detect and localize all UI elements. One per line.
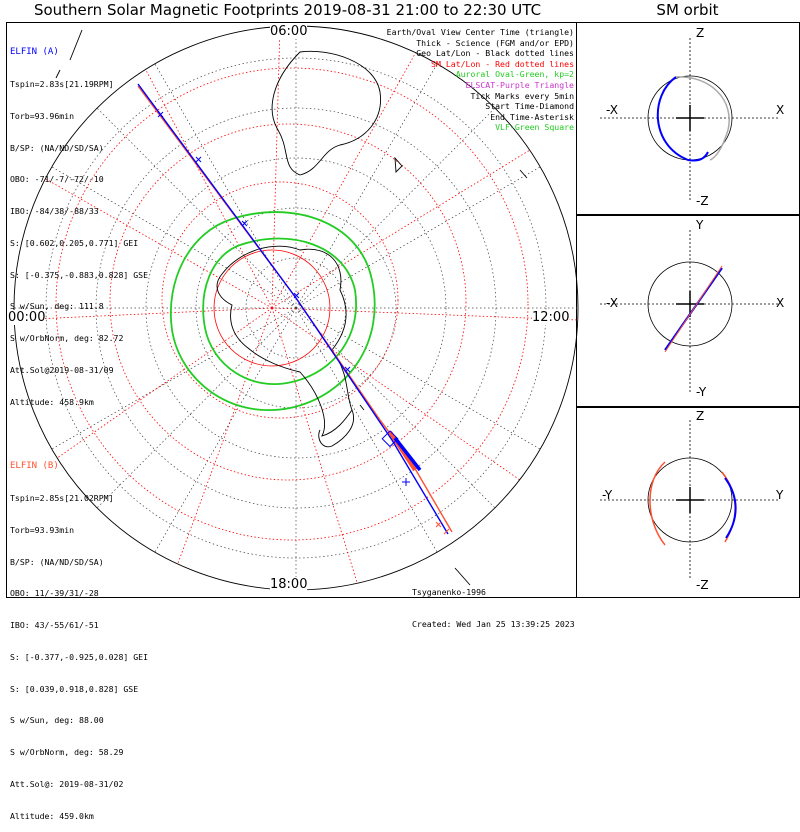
elfin-a-line: Altitude: 458.9km [10, 396, 94, 407]
orbit-yz-bottom: -Z [696, 578, 709, 592]
credit-created: Created: Wed Jan 25 13:39:25 2023 [412, 618, 575, 629]
orbit-axes-xz [600, 38, 780, 200]
orbit-yz-track [649, 461, 736, 546]
elfin-a-name: ELFIN (A) [10, 47, 59, 58]
track-ticks [157, 111, 410, 486]
elfin-b-line: S w/Sun, deg: 88.00 [10, 715, 104, 726]
orbit-xy-left: -X [606, 296, 618, 310]
elfin-b-line: B/SP: (NA/ND/SD/SA) [10, 556, 104, 567]
elfin-a-line: S: [-0.375,-0.883,0.828] GSE [10, 269, 149, 280]
elfin-b-line: Altitude: 459.0km [10, 810, 94, 821]
geo-grid [14, 26, 577, 590]
elfin-a-line: B/SP: (NA/ND/SD/SA) [10, 142, 104, 153]
elfin-a-line: IBO: -84/38/-88/33 [10, 206, 99, 217]
legend-entry: VLF-Green Square [495, 122, 574, 133]
elfin-end-markers [435, 521, 450, 535]
orbit-a-xz [656, 76, 709, 162]
elfin-a-line: Torb=93.96min [10, 110, 75, 121]
elfin-b-line: IBO: 43/-55/61/-51 [10, 620, 99, 631]
elfin-b-line: Tspin=2.85s[21.02RPM] [10, 492, 114, 503]
credit-author: Tsyganenko-1996 [412, 587, 486, 598]
elfin-b-line: S w/OrbNorm, deg: 58.29 [10, 747, 124, 758]
orbit-axes-yz [600, 420, 780, 580]
elfin-a-line: S: [0.602,0.205,0.771] GEI [10, 237, 139, 248]
elfin-a-track [137, 83, 449, 535]
elfin-b-line: Torb=93.93min [10, 524, 75, 535]
orbit-xz-top: Z [696, 26, 705, 40]
footprint-map-graphics [13, 25, 579, 591]
orbit-xz-bottom: -Z [696, 194, 709, 208]
elfin-a-line: OBO: -71/-7/-72/-10 [10, 174, 104, 185]
map-label-top: 06:00 [270, 24, 308, 39]
page-title: Southern Solar Magnetic Footprints 2019-… [33, 1, 542, 19]
orbit-xy-top: Y [696, 218, 704, 232]
map-label-left: 00:00 [8, 310, 46, 325]
legend-entry: Start Time-Diamond [485, 101, 574, 112]
legend-entry: Geo Lat/Lon - Black dotted lines [416, 48, 574, 59]
elfin-b-line: Att.Sol@: 2019-08-31/02 [10, 779, 124, 789]
sm-grid [14, 26, 578, 590]
elfin-a-line: Tspin=2.83s[21.19RPM] [10, 78, 114, 89]
elfin-b-line: OBO: 11/-39/31/-28 [10, 588, 99, 599]
map-label-bottom: 18:00 [270, 577, 308, 592]
map-label-right: 12:00 [532, 310, 570, 325]
orbit-xz-right: X [776, 103, 785, 117]
legend-entry: Tick Marks every 5min [470, 90, 574, 101]
legend-entry: End Time-Asterisk [490, 111, 574, 122]
legend-entry: Thick - Science (FGM and/or EPD) [416, 37, 574, 48]
orbit-xy-right: X [776, 296, 785, 310]
legend-entry: SM Lat/Lon - Red dotted lines [431, 58, 574, 69]
credit-block: Tsyganenko-1996 Created: Wed Jan 25 13:3… [412, 566, 575, 640]
orbit-xz-left: -X [606, 103, 618, 117]
orbit-yz-right: Y [776, 488, 784, 502]
elfin-a-line: S w/OrbNorm, deg: 82.72 [10, 333, 124, 344]
orbit-yz-top: Z [696, 409, 705, 423]
orbit-yz-left: -Y [602, 488, 613, 502]
elfin-b-line: S: [0.039,0.918,0.828] GSE [10, 683, 139, 694]
elfin-a-line: Att.Sol@2019-08-31/09 [10, 365, 114, 375]
elfin-b-name: ELFIN (B) [10, 461, 59, 472]
orbit-xy-bottom: -Y [696, 385, 707, 399]
legend-entry: Earth/Oval View Center Time (triangle) [386, 27, 574, 37]
orbit-b-xz [675, 76, 730, 161]
auroral-oval [170, 211, 376, 411]
elfin-b-line: S: [-0.377,-0.925,0.028] GEI [10, 651, 149, 662]
coastlines [55, 29, 528, 586]
legend: Earth/Oval View Center Time (triangle) Th… [324, 27, 574, 133]
orbit-axes-xy [600, 230, 780, 392]
elfin-a-info: ELFIN (A) Tspin=2.83s[21.19RPM] Torb=93.… [10, 26, 148, 418]
orbit-graphics [600, 38, 780, 580]
legend-entry: ELSCAT-Purple Triangle [465, 79, 574, 90]
legend-entry: Auroral Oval-Green, kp=2 [455, 69, 574, 80]
elfin-a-line: S w/Sun, deg: 111.8 [10, 301, 104, 312]
elfin-b-info: ELFIN (B) Tspin=2.85s[21.02RPM] Torb=93.… [10, 440, 148, 832]
orbit-panel-title: SM orbit [656, 1, 719, 19]
